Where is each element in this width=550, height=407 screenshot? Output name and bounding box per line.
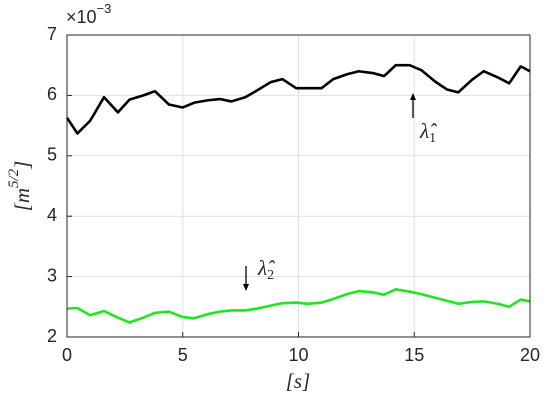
grid xyxy=(66,34,531,338)
y-tick-label: 5 xyxy=(47,145,57,165)
multiplier-exponent: −3 xyxy=(97,1,112,16)
y-tick-label: 7 xyxy=(47,24,57,44)
y-multiplier: ×10−3 xyxy=(66,1,111,26)
annotation-subscript: 2 xyxy=(267,268,274,283)
series-line xyxy=(66,287,531,324)
y-label-base: [m xyxy=(10,188,34,211)
y-label-close: ] xyxy=(10,161,34,170)
arrow-head xyxy=(410,93,416,100)
multiplier-base: ×10 xyxy=(66,7,97,27)
x-tick-label: 0 xyxy=(62,345,72,365)
plot-lines xyxy=(65,63,531,324)
x-tick-label: 5 xyxy=(178,345,188,365)
x-axis-label: [s] xyxy=(286,369,311,393)
y-tick-label: 6 xyxy=(47,84,57,104)
annotation: λ̂2 xyxy=(257,256,275,283)
annotation: λ̂1 xyxy=(419,119,437,146)
y-tick-label: 3 xyxy=(47,265,57,285)
arrow-head xyxy=(243,284,249,291)
x-tick-label: 20 xyxy=(520,345,540,365)
x-tick-label: 15 xyxy=(404,345,424,365)
series-line xyxy=(65,63,531,135)
x-tick-label: 10 xyxy=(288,345,308,365)
axes-box xyxy=(66,34,531,338)
y-label-exponent: 5/2 xyxy=(6,168,22,188)
annotation-subscript: 1 xyxy=(429,131,436,146)
y-axis-label: [m5/2] xyxy=(6,161,33,212)
y-tick-label: 2 xyxy=(47,326,57,346)
y-tick-label: 4 xyxy=(47,205,57,225)
